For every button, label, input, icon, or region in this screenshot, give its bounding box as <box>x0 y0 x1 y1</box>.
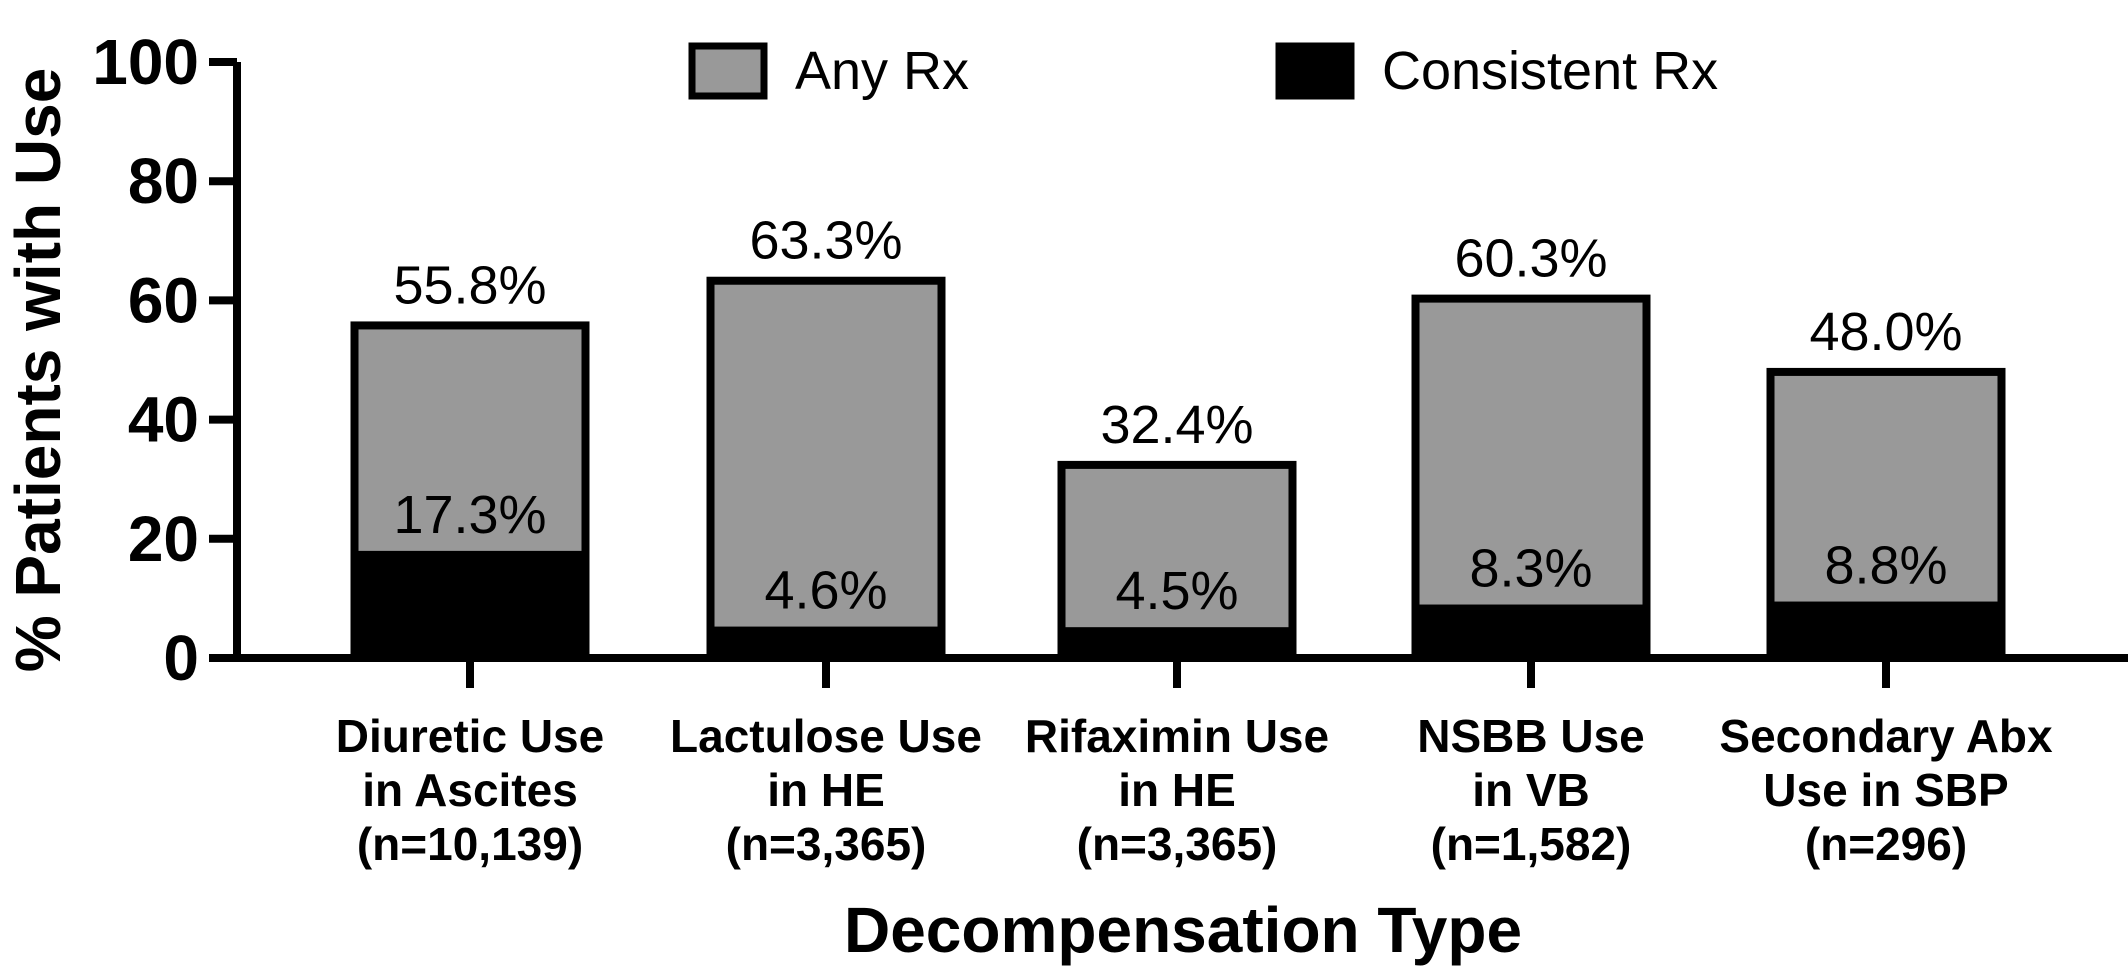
bar-consistent-rx <box>1411 604 1651 662</box>
data-label-consistent-rx: 8.3% <box>1469 539 1592 599</box>
x-tick-label: Diuretic Use in Ascites (n=10,139) <box>336 710 604 870</box>
data-label-any-rx: 63.3% <box>749 211 902 271</box>
legend-label: Consistent Rx <box>1382 41 1718 101</box>
y-tick-label: 40 <box>128 384 199 456</box>
y-tick-label: 80 <box>128 145 199 217</box>
axes: 0 20 40 60 80 100 Diuretic Use in Ascites (n=10,… <box>92 26 2128 870</box>
bar-consistent-rx <box>706 626 946 662</box>
data-label-consistent-rx: 8.8% <box>1824 536 1947 596</box>
y-tick-label: 100 <box>92 26 199 98</box>
data-label-consistent-rx: 4.6% <box>764 561 887 621</box>
legend-label: Any Rx <box>795 41 969 101</box>
data-label-any-rx: 48.0% <box>1809 302 1962 362</box>
data-label-any-rx: 32.4% <box>1100 395 1253 455</box>
bar-consistent-rx <box>1057 627 1297 662</box>
x-axis-label: Decompensation Type <box>844 894 1522 966</box>
data-label-consistent-rx: 17.3% <box>393 485 546 545</box>
data-label-any-rx: 60.3% <box>1454 229 1607 289</box>
y-tick-label: 60 <box>128 264 199 336</box>
y-tick-label: 0 <box>163 622 199 694</box>
data-label-any-rx: 55.8% <box>393 255 546 315</box>
y-tick-label: 20 <box>128 503 199 575</box>
legend: Any Rx Consistent Rx <box>688 41 1718 101</box>
data-labels: 55.8% 17.3% 63.3% 4.6% 32.4% 4.5% 60.3% 8.3% 48.… <box>393 211 1962 621</box>
bar-consistent-rx <box>1766 601 2006 662</box>
x-tick-label: Secondary Abx Use in SBP (n=296) <box>1719 710 2053 870</box>
bar-consistent-rx <box>350 550 590 663</box>
data-label-consistent-rx: 4.5% <box>1115 561 1238 621</box>
x-tick-label: Rifaximin Use in HE (n=3,365) <box>1025 710 1329 870</box>
legend-swatch <box>1275 42 1355 100</box>
x-tick-label: Lactulose Use in HE (n=3,365) <box>670 710 982 870</box>
bar-any-rx <box>1411 294 1651 662</box>
x-tick-label: NSBB Use in VB (n=1,582) <box>1417 710 1645 870</box>
y-axis-label: % Patients with Use <box>2 68 74 673</box>
legend-swatch <box>688 42 768 100</box>
bars <box>350 276 2006 663</box>
